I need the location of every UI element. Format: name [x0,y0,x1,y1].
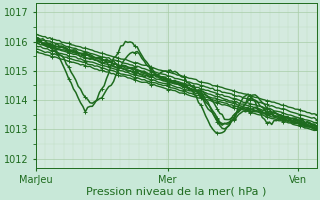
X-axis label: Pression niveau de la mer( hPa ): Pression niveau de la mer( hPa ) [86,187,266,197]
